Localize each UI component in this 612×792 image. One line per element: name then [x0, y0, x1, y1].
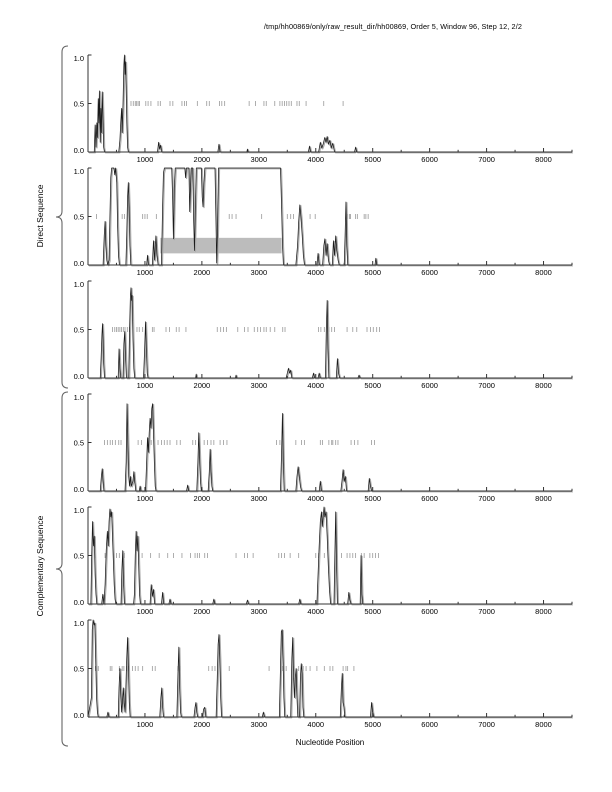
x-tick-label: 6000: [421, 607, 438, 616]
direct-sequence-brace: [55, 45, 69, 389]
y-tick-label: 1.0: [74, 167, 84, 176]
panel-direct-frame-3: 0.0 0.5 1.0 1000 2000 3000 4000 5000 6000 7000 800…: [74, 280, 573, 390]
codon-markers: [130, 101, 344, 106]
y-tick-label: 1.0: [74, 393, 84, 402]
y-tick-label: 0.0: [74, 146, 84, 155]
x-tick-label: 7000: [478, 607, 495, 616]
curve-shadow: [88, 620, 573, 719]
x-tick-label: 8000: [535, 607, 552, 616]
x-tick-label: 4000: [307, 494, 324, 503]
axes: [87, 54, 573, 153]
complementary-sequence-brace: [55, 391, 69, 747]
y-tick-label: 0.0: [74, 259, 84, 268]
x-tick-label: 3000: [250, 607, 267, 616]
x-axis-title: Nucleotide Position: [295, 738, 365, 747]
curve-shadow: [89, 168, 573, 267]
x-tick-label: 6000: [421, 155, 438, 164]
x-tick-label: 7000: [478, 381, 495, 390]
panel-direct-frame-2: 0.0 0.5 1.0 1000 2000 3000 4000 5000 6000 7000 800…: [74, 167, 573, 277]
x-tick-label: 7000: [478, 155, 495, 164]
y-tick-label: 0.0: [74, 485, 84, 494]
x-tick-label: 7000: [478, 268, 495, 277]
x-tick-label: 1000: [137, 720, 154, 729]
curve-shadow: [89, 287, 573, 380]
y-tick-label: 1.0: [74, 506, 84, 515]
x-tick-label: 1000: [137, 494, 154, 503]
curve-shadow: [89, 403, 573, 493]
x-tick-label: 3000: [250, 268, 267, 277]
x-tick-label: 5000: [364, 494, 381, 503]
codon-markers: [95, 666, 355, 671]
codon-markers: [95, 553, 379, 558]
x-tick-label: 6000: [421, 720, 438, 729]
y-tick-label: 0.0: [74, 598, 84, 607]
highlight-box: [160, 237, 282, 254]
y-tick-label: 0.5: [74, 213, 84, 222]
plot-title: /tmp/hh00869/only/raw_result_dir/hh00869…: [263, 22, 522, 31]
codon-markers: [112, 327, 380, 332]
x-tick-label: 5000: [364, 381, 381, 390]
x-tick-label: 2000: [194, 720, 211, 729]
x-tick-label: 3000: [250, 494, 267, 503]
curve-shadow: [89, 55, 573, 154]
x-tick-label: 1000: [137, 381, 154, 390]
x-tick-label: 7000: [478, 494, 495, 503]
y-tick-label: 1.0: [74, 619, 84, 628]
x-tick-label: 3000: [250, 720, 267, 729]
probability-curve: [87, 619, 572, 718]
y-tick-label: 0.5: [74, 439, 84, 448]
panel-complementary-frame-1: 0.0 0.5 1.0 1000 2000 3000 4000 5000 6000 7000 800…: [74, 393, 573, 503]
x-tick-label: 6000: [421, 494, 438, 503]
axes: [87, 393, 573, 492]
x-tick-label: 5000: [364, 720, 381, 729]
y-tick-label: 0.5: [74, 100, 84, 109]
x-tick-label: 1000: [137, 607, 154, 616]
x-tick-label: 2000: [194, 381, 211, 390]
axes: [87, 506, 573, 605]
x-tick-label: 2000: [194, 268, 211, 277]
curve-shadow: [89, 507, 573, 606]
y-tick-label: 1.0: [74, 280, 84, 289]
y-tick-label: 0.5: [74, 326, 84, 335]
sequence-group-braces: [55, 45, 69, 747]
x-tick-label: 4000: [307, 720, 324, 729]
x-tick-label: 3000: [250, 155, 267, 164]
axes: [87, 619, 573, 718]
x-tick-label: 2000: [194, 155, 211, 164]
panel-direct-frame-1: 0.0 0.5 1.0 1000 2000 3000 4000 5000 6000 7000 800…: [74, 54, 573, 164]
y-tick-label: 0.5: [74, 552, 84, 561]
x-tick-label: 1000: [137, 155, 154, 164]
panel-complementary-frame-3: 0.0 0.5 1.0 1000 2000 3000 4000 5000 6000 7000 800…: [74, 619, 573, 729]
x-tick-label: 8000: [535, 720, 552, 729]
x-tick-label: 8000: [535, 155, 552, 164]
x-tick-label: 1000: [137, 268, 154, 277]
probability-curve: [88, 403, 572, 492]
x-tick-label: 8000: [535, 268, 552, 277]
x-tick-label: 8000: [535, 381, 552, 390]
x-tick-label: 7000: [478, 720, 495, 729]
x-tick-label: 5000: [364, 607, 381, 616]
y-tick-label: 0.0: [74, 372, 84, 381]
y-tick-label: 1.0: [74, 54, 84, 63]
x-tick-label: 2000: [194, 494, 211, 503]
x-tick-label: 6000: [421, 268, 438, 277]
x-tick-label: 8000: [535, 494, 552, 503]
panel-complementary-frame-2: 0.0 0.5 1.0 1000 2000 3000 4000 5000 6000 7000 800…: [74, 506, 573, 616]
x-tick-label: 4000: [307, 607, 324, 616]
x-tick-label: 3000: [250, 381, 267, 390]
x-tick-label: 4000: [307, 268, 324, 277]
codon-markers: [96, 214, 369, 219]
x-tick-label: 6000: [421, 381, 438, 390]
x-tick-label: 4000: [307, 381, 324, 390]
axes: [87, 167, 573, 266]
y-tick-label: 0.0: [74, 711, 84, 720]
y-tick-label: 0.5: [74, 665, 84, 674]
x-tick-label: 5000: [364, 268, 381, 277]
x-tick-label: 4000: [307, 155, 324, 164]
x-tick-label: 5000: [364, 155, 381, 164]
codon-markers: [104, 440, 375, 445]
x-tick-label: 2000: [194, 607, 211, 616]
axes: [87, 280, 573, 379]
